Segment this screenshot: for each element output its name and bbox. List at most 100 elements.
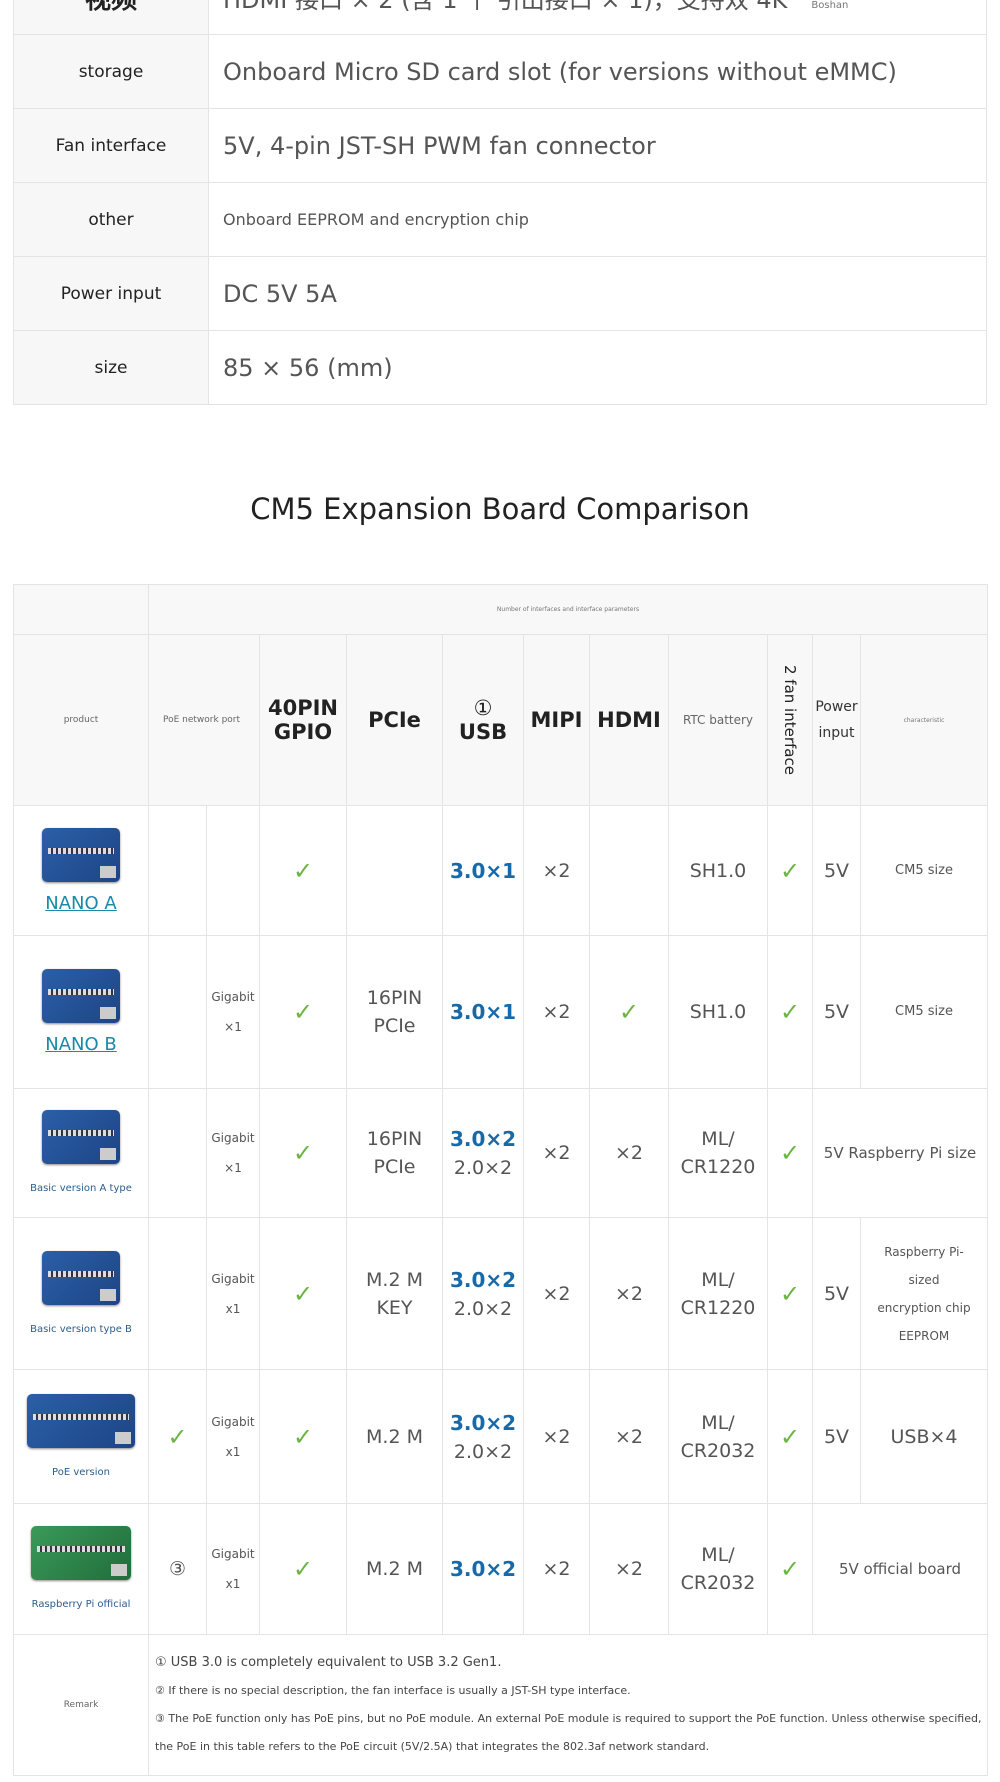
section-title: CM5 Expansion Board Comparison <box>250 492 750 526</box>
usb3-value: 3.0×1 <box>449 1000 517 1024</box>
spec-row: 视频 HDMI 接口 × 2 (含 1 个 引出接口 × 1)，支持双 4K Bos… <box>13 0 987 35</box>
header-rtc: RTC battery <box>668 634 768 806</box>
header-characteristic: characteristic <box>860 634 988 806</box>
product-link: PoE version <box>52 1466 110 1478</box>
product-cell: Basic version A type <box>13 1088 149 1218</box>
check-icon: ✓ <box>779 1555 801 1583</box>
remark-item: ③ The PoE function only has PoE pins, bu… <box>155 1712 982 1753</box>
hdmi-cell: ✓ <box>589 935 669 1089</box>
usb3-value: 3.0×2 <box>449 1557 517 1581</box>
fan-cell: ✓ <box>767 1088 813 1218</box>
header-hdmi: HDMI <box>589 634 669 806</box>
product-image <box>42 969 120 1023</box>
characteristic-cell: CM5 size <box>860 805 988 936</box>
spec-row: Power input DC 5V 5A <box>13 256 987 331</box>
product-link: Basic version type B <box>30 1323 132 1335</box>
check-icon: ✓ <box>292 1139 314 1167</box>
table-row: NANO B Gigabit ×1 ✓ 16PIN PCIe 3.0×1 ×2 ✓ SH1.0… <box>13 935 988 1089</box>
header-pcie: PCIe <box>346 634 443 806</box>
characteristic-cell: Raspberry Pi-sized encryption chip EEPRO… <box>860 1217 988 1370</box>
header-poe: PoE network port <box>148 634 260 806</box>
usb-cell: 3.0×2 <box>442 1503 524 1635</box>
pcie-cell: M.2 M <box>346 1503 443 1635</box>
check-icon: ✓ <box>618 998 640 1026</box>
pcie-cell: 16PIN PCIe <box>346 935 443 1089</box>
check-icon: ✓ <box>779 856 801 885</box>
power-cell: 5V <box>812 935 861 1089</box>
spec-value: HDMI 接口 × 2 (含 1 个 引出接口 × 1)，支持双 4K Bosha… <box>208 0 987 35</box>
hdmi-cell <box>589 805 669 936</box>
product-link[interactable]: NANO B <box>45 1034 117 1055</box>
product-image <box>31 1526 131 1580</box>
spec-label: other <box>13 182 209 257</box>
pcie-cell: 16PIN PCIe <box>346 1088 443 1218</box>
spec-value-text: DC 5V 5A <box>223 279 337 308</box>
remarks-cell: ① USB 3.0 is completely equivalent to US… <box>148 1634 988 1776</box>
fan-cell: ✓ <box>767 935 813 1089</box>
poe-cell <box>148 1217 207 1370</box>
gpio-cell: ✓ <box>259 805 347 936</box>
fan-cell: ✓ <box>767 1369 813 1504</box>
spec-row: Fan interface 5V, 4-pin JST-SH PWM fan co… <box>13 108 987 183</box>
spec-row: storage Onboard Micro SD card slot (for v… <box>13 34 987 109</box>
spec-value: Onboard Micro SD card slot (for versions… <box>208 34 987 109</box>
usb2-value: 2.0×2 <box>453 1157 513 1179</box>
fan-cell: ✓ <box>767 1503 813 1635</box>
product-image <box>27 1393 135 1448</box>
spec-row: size 85 × 56 (mm) <box>13 330 987 405</box>
usb3-value: 3.0×2 <box>449 1267 517 1292</box>
product-link[interactable]: NANO A <box>45 892 117 914</box>
mipi-cell: ×2 <box>523 1503 590 1635</box>
power-cell: 5V <box>812 1369 861 1504</box>
usb-label: USB <box>458 720 508 744</box>
rtc-cell: ML/ CR1220 <box>668 1217 768 1370</box>
header-mipi: MIPI <box>523 634 590 806</box>
characteristic-cell: USB×4 <box>860 1369 988 1504</box>
table-row: Raspberry Pi official ③ Gigabit x1 ✓ M.2 M 3.… <box>13 1503 988 1635</box>
product-cell: NANO A <box>13 805 149 936</box>
gpio-cell: ✓ <box>259 1088 347 1218</box>
usb-cell: 3.0×2 2.0×2 <box>442 1217 524 1370</box>
poe-cell <box>148 1088 207 1218</box>
spec-value-text: Onboard Micro SD card slot (for versions… <box>223 57 897 86</box>
product-image <box>42 827 120 882</box>
usb-footnote-mark: ① <box>473 696 493 720</box>
usb-cell: 3.0×2 2.0×2 <box>442 1088 524 1218</box>
network-cell: Gigabit x1 <box>206 1217 260 1370</box>
mipi-cell: ×2 <box>523 1217 590 1370</box>
spec-label: Fan interface <box>13 108 209 183</box>
network-cell: Gigabit x1 <box>206 1503 260 1635</box>
rtc-cell: ML/ CR2032 <box>668 1503 768 1635</box>
spec-value: 5V, 4-pin JST-SH PWM fan connector <box>208 108 987 183</box>
rtc-cell: SH1.0 <box>668 805 768 936</box>
usb3-value: 3.0×2 <box>449 1410 517 1435</box>
spec-value: DC 5V 5A <box>208 256 987 331</box>
check-icon: ✓ <box>292 1422 314 1451</box>
gpio-cell: ✓ <box>259 1217 347 1370</box>
fan-cell: ✓ <box>767 805 813 936</box>
product-link: Basic version A type <box>30 1183 132 1194</box>
remark-row: Remark ① USB 3.0 is completely equivalent… <box>13 1634 988 1776</box>
rtc-cell: ML/ CR2032 <box>668 1369 768 1504</box>
table-row: Basic version A type Gigabit ×1 ✓ 16PIN PCI… <box>13 1088 988 1218</box>
network-cell: Gigabit ×1 <box>206 935 260 1089</box>
header-fan: 2 fan interface <box>767 634 813 806</box>
product-cell: Raspberry Pi official <box>13 1503 149 1635</box>
check-icon: ✓ <box>779 1139 801 1167</box>
header-gpio: 40PIN GPIO <box>259 634 347 806</box>
network-cell: Gigabit x1 <box>206 1369 260 1504</box>
remark-label: Remark <box>13 1634 149 1776</box>
usb3-value: 3.0×1 <box>449 858 517 883</box>
gpio-cell: ✓ <box>259 1503 347 1635</box>
usb-cell: 3.0×1 <box>442 805 524 936</box>
usb2-value: 2.0×2 <box>453 1440 513 1463</box>
usb-cell: 3.0×2 2.0×2 <box>442 1369 524 1504</box>
rtc-cell: SH1.0 <box>668 935 768 1089</box>
spec-label: Power input <box>13 256 209 331</box>
power-cell: 5V <box>812 1217 861 1370</box>
usb2-value: 2.0×2 <box>453 1297 513 1320</box>
hdmi-cell: ×2 <box>589 1217 669 1370</box>
table-row: Basic version type B Gigabit x1 ✓ M.2 M KEY… <box>13 1217 988 1370</box>
mipi-cell: ×2 <box>523 805 590 936</box>
poe-cell <box>148 935 207 1089</box>
